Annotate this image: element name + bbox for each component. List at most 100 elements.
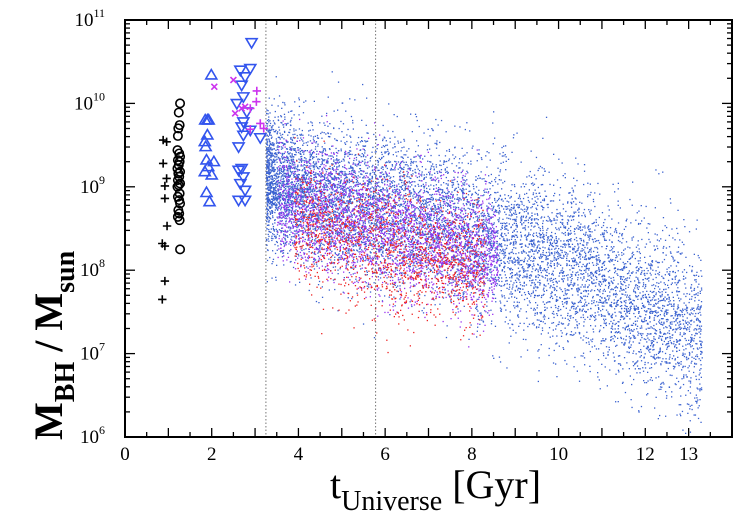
simulation-point (526, 239, 528, 241)
simulation-point (675, 265, 678, 267)
simulation-point (374, 256, 376, 258)
simulation-point (614, 311, 616, 314)
simulation-point (614, 272, 616, 274)
simulation-point (440, 210, 443, 213)
simulation-point (380, 209, 382, 211)
simulation-point (358, 160, 360, 162)
simulation-point (523, 222, 525, 224)
simulation-point (334, 244, 336, 246)
simulation-point (405, 218, 407, 220)
simulation-point (287, 111, 290, 113)
simulation-point (665, 311, 667, 313)
simulation-point (640, 349, 642, 351)
simulation-point (419, 210, 421, 212)
simulation-point (315, 172, 317, 174)
simulation-point (286, 179, 288, 181)
simulation-point (698, 328, 700, 330)
simulation-point (612, 183, 614, 185)
simulation-point (308, 234, 310, 236)
simulation-point (288, 153, 290, 155)
simulation-point (584, 289, 586, 292)
simulation-point (607, 313, 610, 315)
simulation-point (445, 131, 447, 133)
simulation-point (560, 215, 562, 217)
simulation-point (400, 203, 402, 205)
simulation-point (322, 199, 325, 202)
simulation-point (319, 243, 322, 245)
simulation-point (394, 284, 396, 286)
simulation-point (623, 280, 625, 283)
simulation-point (309, 221, 311, 224)
simulation-point (351, 175, 353, 177)
simulation-point (373, 173, 376, 175)
simulation-point (675, 344, 677, 346)
simulation-point (486, 277, 488, 279)
simulation-point (501, 146, 503, 149)
simulation-point (579, 227, 581, 229)
simulation-point (563, 226, 565, 229)
simulation-point (554, 253, 556, 255)
simulation-point (543, 303, 546, 305)
simulation-point (540, 255, 542, 257)
simulation-point (295, 182, 297, 185)
simulation-point (353, 213, 355, 215)
simulation-point (664, 361, 666, 363)
simulation-point (684, 327, 686, 329)
simulation-point (635, 276, 637, 278)
simulation-point (652, 357, 655, 359)
simulation-point (596, 255, 598, 257)
simulation-point (426, 268, 428, 271)
simulation-point (365, 164, 367, 166)
simulation-point (288, 190, 290, 192)
simulation-point (519, 259, 522, 262)
simulation-point (642, 333, 644, 335)
simulation-point (418, 191, 421, 193)
simulation-point (548, 236, 550, 238)
simulation-point (482, 221, 485, 224)
simulation-point (607, 351, 609, 353)
simulation-point (659, 295, 661, 297)
simulation-point (588, 341, 590, 343)
simulation-point (288, 210, 290, 212)
simulation-point (285, 209, 288, 212)
simulation-point (535, 302, 537, 304)
simulation-point (699, 321, 701, 323)
simulation-point (347, 128, 349, 131)
simulation-point (538, 167, 540, 170)
simulation-point (675, 363, 677, 365)
simulation-point (455, 208, 457, 210)
simulation-point (511, 269, 514, 271)
simulation-point (334, 176, 337, 178)
simulation-point (421, 252, 423, 254)
simulation-point (535, 222, 537, 224)
simulation-point (293, 114, 295, 116)
simulation-point (324, 150, 327, 152)
simulation-point (515, 332, 517, 334)
simulation-point (667, 312, 669, 314)
simulation-point (662, 305, 664, 307)
simulation-point (629, 338, 631, 340)
simulation-point (321, 131, 323, 133)
simulation-point (379, 208, 381, 210)
simulation-point (444, 221, 447, 224)
simulation-point (287, 141, 289, 143)
simulation-point (320, 209, 323, 211)
simulation-point (361, 140, 364, 142)
simulation-point (301, 180, 303, 183)
simulation-point (388, 185, 390, 187)
simulation-point (466, 170, 468, 172)
simulation-point (301, 236, 304, 238)
simulation-point (665, 415, 667, 417)
simulation-point (682, 383, 685, 386)
simulation-point (358, 251, 360, 253)
simulation-point (514, 209, 516, 212)
simulation-point (392, 276, 394, 279)
simulation-point (332, 178, 334, 180)
simulation-point (548, 301, 550, 303)
simulation-point (533, 256, 535, 258)
simulation-point (660, 364, 662, 366)
simulation-point (299, 207, 301, 209)
simulation-point (659, 288, 661, 290)
simulation-point (577, 294, 579, 296)
simulation-point (680, 361, 682, 363)
